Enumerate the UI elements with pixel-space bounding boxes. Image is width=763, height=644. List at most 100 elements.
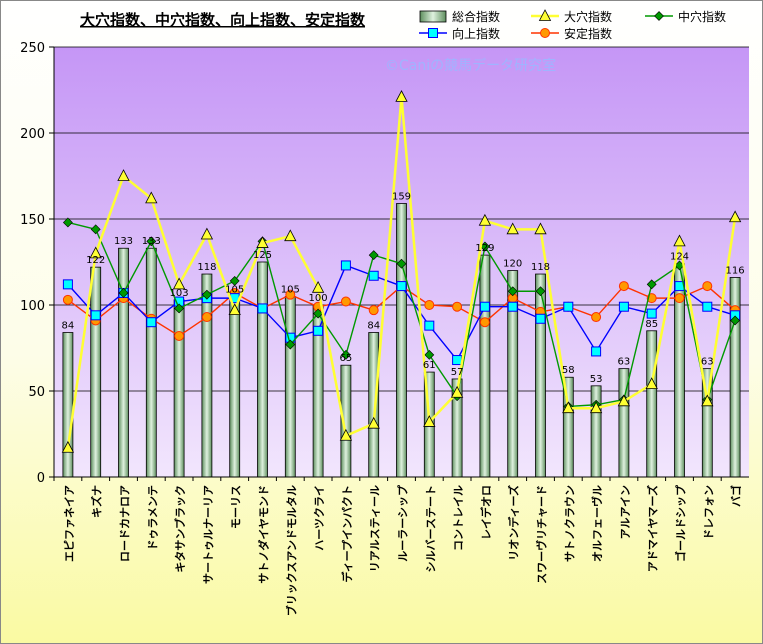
line-point	[479, 301, 490, 312]
line-point	[646, 279, 657, 290]
bar-data-label: 124	[670, 252, 689, 263]
x-tick-label: モーリス	[230, 485, 243, 529]
x-tick-label: ハーツクライ	[313, 485, 326, 551]
line-point	[507, 286, 518, 297]
line-point	[450, 385, 464, 398]
line-point	[538, 9, 552, 21]
bar-data-label: 85	[645, 319, 658, 330]
line-point	[589, 401, 603, 414]
line-point	[645, 377, 658, 390]
line-point	[339, 428, 353, 441]
x-tick-label: ゴールドシップ	[674, 484, 688, 562]
line-point	[89, 246, 102, 259]
x-tick-label: サトノクラウン	[563, 485, 576, 562]
line-point	[478, 213, 492, 226]
chart-title: 大穴指数、中穴指数、向上指数、安定指数	[80, 11, 366, 29]
x-tick-label: エピファネイア	[63, 485, 76, 562]
bar-data-label: 133	[114, 236, 133, 247]
bar	[284, 295, 296, 478]
x-tick-label: シルバーステート	[424, 485, 437, 572]
x-tick-label: スワーヴリチャード	[535, 485, 549, 584]
x-tick-label: ブリックスアンドモルタル	[284, 485, 298, 616]
y-tick-label: 0	[37, 471, 45, 486]
x-tick-label: コントレイル	[452, 485, 465, 551]
x-tick-label: サートゥルナーリア	[202, 485, 215, 584]
bar	[479, 254, 491, 478]
line-point	[61, 440, 75, 453]
line-point	[256, 236, 269, 248]
line-point	[396, 258, 407, 269]
line-point	[730, 315, 741, 326]
x-tick-label: アルアイン	[619, 485, 632, 539]
line-point	[62, 279, 73, 290]
line-point	[674, 293, 685, 304]
line-series	[61, 90, 742, 453]
line-point	[591, 346, 602, 357]
y-tick-label: 50	[28, 385, 45, 400]
legend-label: 向上指数	[452, 26, 500, 41]
y-tick-label: 200	[20, 127, 45, 142]
bar	[90, 266, 102, 478]
line-point	[145, 191, 158, 204]
bar-series	[62, 203, 741, 478]
line-point	[506, 222, 519, 235]
line-point	[90, 224, 101, 235]
x-tick-label: ドレフォン	[702, 485, 715, 540]
line-point	[452, 355, 463, 366]
legend-swatch	[419, 10, 447, 23]
line-point	[618, 281, 629, 292]
line-point	[229, 275, 240, 286]
x-tick-label: アドマイヤマーズ	[646, 485, 660, 572]
bar-data-label: 63	[701, 357, 714, 368]
x-tick-label: サトノダイヤモンド	[257, 485, 271, 584]
bar-data-label: 133	[142, 236, 161, 247]
x-tick-label: オルフェーヴル	[590, 485, 604, 562]
line-point	[424, 349, 435, 360]
x-tick-label: ドゥラメンテ	[146, 485, 159, 551]
line-point	[728, 210, 742, 223]
bar-data-label: 129	[475, 243, 494, 254]
line-point	[284, 229, 297, 242]
line-point	[452, 301, 463, 312]
axes: 0 50 100 150 200 250 エピファネイア キズナ ロードカナロア ドゥラメンテ キタ…	[20, 41, 749, 616]
line-point	[562, 401, 575, 414]
line-point	[174, 303, 185, 314]
line-point	[201, 289, 212, 300]
line-point	[368, 305, 379, 316]
x-tick-label: ルーラーシップ	[396, 484, 410, 562]
x-tick-label: ディープインパクト	[340, 485, 354, 583]
bar	[145, 247, 157, 478]
bar	[62, 332, 74, 478]
line-point	[535, 286, 546, 297]
bar-data-label: 63	[618, 357, 631, 368]
bar-data-label: 53	[590, 374, 603, 385]
line-point	[201, 312, 212, 323]
line-point	[172, 277, 186, 290]
line-point	[146, 317, 157, 328]
line-point	[424, 300, 435, 310]
bar	[590, 385, 602, 478]
bar-data-label: 58	[562, 365, 575, 376]
bar	[229, 295, 241, 478]
bar-data-label: 105	[281, 284, 300, 295]
bar-data-label: 103	[170, 288, 189, 299]
bar	[173, 299, 185, 478]
line-point	[340, 296, 351, 307]
bar-data-label: 57	[451, 367, 464, 378]
line-point	[367, 416, 380, 429]
line-point	[228, 303, 241, 316]
bar	[368, 332, 380, 478]
bar-data-label: 84	[367, 321, 380, 332]
bar-data-label: 116	[726, 265, 745, 276]
bar	[118, 247, 129, 478]
line-point	[428, 28, 438, 38]
line-point	[311, 280, 325, 293]
line-point	[146, 236, 157, 247]
bar-data-label: 118	[197, 262, 216, 273]
line-point	[340, 349, 351, 360]
x-tick-label: ロードカナロア	[119, 485, 132, 562]
line-point	[396, 281, 407, 292]
line-point	[285, 289, 296, 300]
